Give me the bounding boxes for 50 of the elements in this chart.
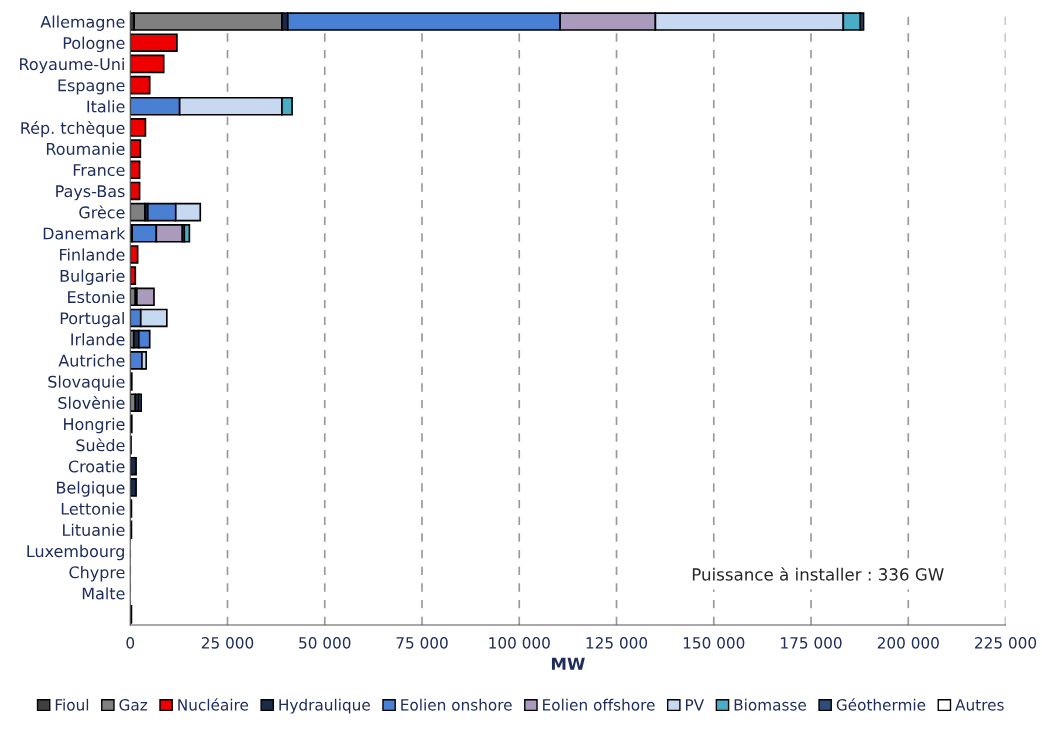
y-tick-label: Croatie [68, 460, 125, 473]
y-tick-label: Chypre [69, 566, 125, 582]
x-tick-label: 175 000 [781, 637, 842, 649]
y-tick-label: Lituanie [63, 523, 125, 537]
x-tick-label: 125 000 [586, 637, 648, 649]
y-tick-label: Belgique [57, 481, 125, 497]
legend-label: PV [685, 699, 705, 711]
legend-label: Hydraulique [279, 698, 370, 714]
y-tick-label: France [73, 164, 125, 177]
y-tick-label: Danemark [43, 227, 126, 240]
x-axis-title: MW [551, 657, 585, 670]
legend-label: Géothermie [836, 698, 926, 711]
y-tick-label: Lettonie [61, 502, 125, 515]
y-tick-label: Slovaquie [48, 375, 125, 391]
y-tick-label: Suède [76, 438, 125, 452]
y-tick-label: Roumanie [46, 142, 125, 155]
y-tick-label: Pologne [63, 36, 125, 53]
y-tick-label: Malte [82, 587, 125, 600]
y-tick-label: Bulgarie [60, 269, 125, 286]
y-tick-label: Italie [87, 100, 125, 113]
y-tick-label: Autriche [58, 354, 125, 367]
y-tick-label: Portugal [60, 311, 124, 328]
legend-label: Gaz [119, 699, 148, 711]
x-tick-label: 25 000 [201, 637, 254, 649]
y-tick-label: Pays-Bas [56, 185, 125, 201]
x-tick-label: 0 [126, 637, 135, 649]
y-tick-label: Grèce [79, 205, 125, 219]
y-tick-label: Luxembourg [27, 544, 124, 561]
x-tick-label: 100 000 [489, 637, 550, 649]
y-tick-label: Rép. tchèque [21, 121, 125, 138]
y-tick-label: Espagne [58, 79, 125, 95]
y-tick-label: Hongrie [64, 417, 125, 434]
y-tick-label: Irlande [71, 333, 125, 346]
y-tick-label: Slovènie [58, 395, 125, 409]
y-tick-label: Allemagne [40, 15, 125, 31]
x-tick-label: 75 000 [396, 637, 448, 649]
legend-label: Eolien onshore [401, 698, 512, 711]
annotation: Puissance à installer : 336 GW [692, 567, 944, 581]
legend-label: Fioul [55, 698, 89, 711]
x-tick-label: 150 000 [683, 637, 745, 649]
x-tick-label: 225 000 [975, 637, 1037, 649]
y-tick-label: Estonie [68, 290, 125, 304]
legend-label: Autres [955, 699, 1004, 711]
x-tick-label: 200 000 [877, 637, 939, 649]
x-tick-label: 50 000 [299, 637, 351, 649]
y-tick-label: Royaume-Uni [20, 57, 124, 74]
y-tick-label: Finlande [60, 248, 125, 261]
legend-label: Eolien offshore [543, 698, 655, 711]
legend-label: Nucléaire [178, 698, 249, 711]
legend-label: Biomasse [734, 698, 806, 711]
